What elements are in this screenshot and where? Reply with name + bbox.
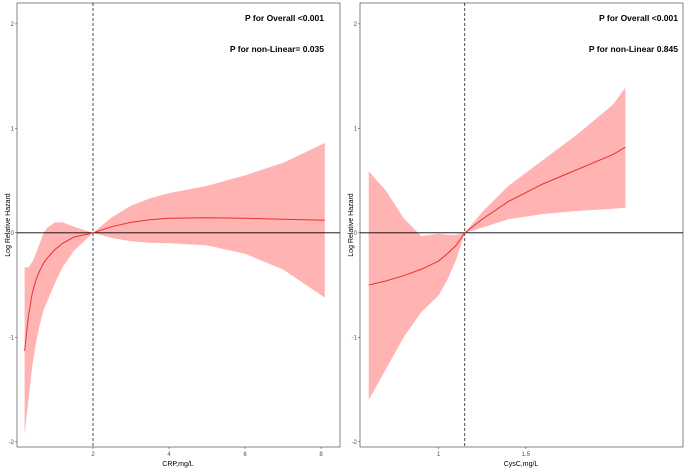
x-tick-label: 6 (243, 452, 247, 458)
plot-frame (359, 2, 684, 448)
x-tick-label: 2 (91, 452, 95, 458)
x-tick-label: 1 (437, 452, 441, 458)
y-tick-label: 2 (354, 22, 358, 28)
y-tick-label: 1 (11, 126, 15, 132)
x-axis-title: CRP,mg/L (162, 461, 193, 468)
y-tick-label: 0 (11, 231, 15, 237)
nonlinear-p-annotation: P for non-Linear= 0.035 (230, 44, 324, 54)
y-tick-label: -2 (9, 440, 15, 446)
overall-p-annotation: P for Overall <0.001 (599, 13, 678, 23)
x-tick-label: 4 (167, 452, 171, 458)
y-tick-label: 1 (354, 126, 358, 132)
hazard-curve (368, 146, 626, 286)
y-axis-title: Log Relative Hazard (348, 193, 355, 257)
right-chart-panel: -2 -1 0 1 2 1 1.5 P for Overall <0.001 P for … (348, 2, 684, 468)
y-tick-label: 0 (354, 231, 358, 237)
nonlinear-p-annotation: P for non-Linear 0.845 (589, 44, 678, 54)
y-tick-label: 2 (11, 22, 15, 28)
y-tick-label: -2 (352, 440, 358, 446)
y-axis-title: Log Relative Hazard (5, 193, 12, 257)
y-tick-label: -1 (9, 335, 15, 341)
overall-p-annotation: P for Overall <0.001 (245, 13, 324, 23)
left-chart-panel: -2 -1 0 1 2 2 4 6 8 P for Overall <0.001 P for … (5, 2, 341, 468)
x-tick-label: 8 (319, 452, 323, 458)
x-tick-label: 1.5 (522, 452, 531, 458)
confidence-band (24, 142, 325, 435)
x-axis-title: CysC,mg/L (504, 461, 539, 468)
hazard-curve (24, 217, 325, 351)
confidence-band (368, 87, 626, 400)
plot-frame (16, 2, 341, 448)
y-tick-label: -1 (352, 335, 358, 341)
